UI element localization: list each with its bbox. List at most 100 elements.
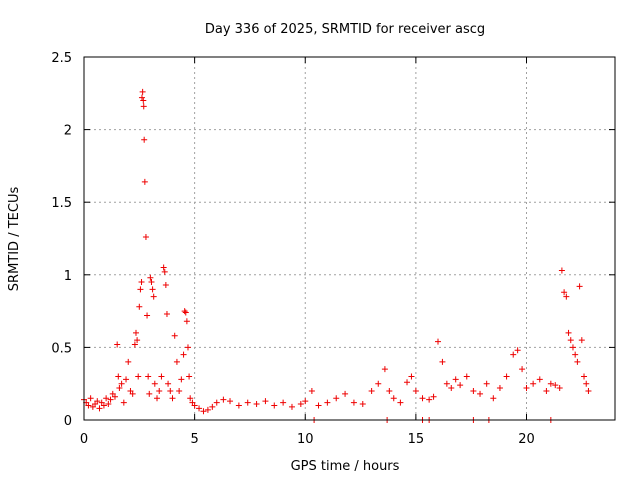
data-point <box>183 318 190 325</box>
data-point <box>463 373 470 380</box>
data-point <box>196 405 203 412</box>
data-point <box>209 403 216 410</box>
data-point <box>448 385 455 392</box>
y-tick-label: 2.5 <box>51 51 72 66</box>
data-point <box>452 376 459 383</box>
data-point <box>359 401 366 408</box>
data-point <box>556 385 563 392</box>
data-point <box>132 329 139 336</box>
data-point <box>510 351 517 358</box>
data-point <box>103 395 110 402</box>
x-axis-label: GPS time / hours <box>291 459 400 474</box>
data-point <box>148 279 155 286</box>
data-point <box>115 373 122 380</box>
data-point <box>308 387 315 394</box>
grid-lines <box>84 57 615 420</box>
data-point <box>435 338 441 345</box>
data-point <box>200 408 207 415</box>
data-point <box>536 376 543 383</box>
data-point <box>100 402 107 409</box>
data-point <box>523 385 530 392</box>
data-point <box>85 402 92 409</box>
data-point <box>162 281 169 288</box>
data-point <box>552 382 559 389</box>
data-point <box>118 380 125 387</box>
data-point <box>146 390 153 397</box>
data-point <box>390 395 397 402</box>
x-tick-label: 15 <box>408 432 425 447</box>
data-point <box>386 387 393 394</box>
data-point <box>173 358 180 365</box>
data-point <box>134 337 141 344</box>
data-point <box>430 393 437 400</box>
data-point <box>567 337 574 344</box>
data-point <box>375 380 382 387</box>
data-point <box>156 387 163 394</box>
data-point <box>165 380 172 387</box>
plot-frame <box>83 56 616 421</box>
data-point <box>151 380 158 387</box>
data-point <box>87 395 94 402</box>
x-tick-label: 20 <box>518 432 535 447</box>
data-point <box>280 399 287 406</box>
data-point <box>563 293 570 300</box>
data-point <box>141 136 148 143</box>
data-point <box>204 406 211 413</box>
data-point <box>176 387 183 394</box>
data-point <box>140 103 147 110</box>
data-point <box>135 373 142 380</box>
data-point <box>483 380 490 387</box>
data-point <box>169 395 176 402</box>
data-point <box>161 268 168 275</box>
data-point <box>558 267 565 274</box>
data-point <box>140 97 147 104</box>
data-point <box>149 286 156 293</box>
y-tick-label: 0 <box>64 414 72 429</box>
data-point <box>182 309 189 316</box>
data-point <box>150 293 157 300</box>
data-point <box>111 393 118 400</box>
data-point <box>342 390 349 397</box>
x-tick-label: 5 <box>190 432 198 447</box>
data-point <box>160 264 167 271</box>
data-point <box>144 312 151 319</box>
data-point <box>163 311 170 318</box>
data-point <box>519 366 526 373</box>
data-point <box>333 395 340 402</box>
data-point <box>107 396 114 403</box>
data-point <box>191 402 198 409</box>
data-point <box>131 341 138 348</box>
data-point <box>142 234 149 241</box>
y-tick-label: 0.5 <box>51 341 72 356</box>
y-tick-label: 1.5 <box>51 196 72 211</box>
data-point <box>297 401 304 408</box>
data-point <box>543 387 550 394</box>
data-point <box>412 387 419 394</box>
data-point <box>120 399 127 406</box>
data-point <box>181 308 188 315</box>
data-point <box>262 398 269 405</box>
data-series <box>81 88 592 423</box>
data-point <box>408 373 415 380</box>
axis-ticks: 0 5 10 15 20 0 0.5 1 1.5 2 2.5 <box>51 51 615 447</box>
data-point <box>496 385 503 392</box>
data-point <box>158 373 165 380</box>
x-tick-label: 10 <box>297 432 314 447</box>
data-point <box>178 376 185 383</box>
y-tick-label: 1 <box>64 269 72 284</box>
data-point <box>477 390 484 397</box>
data-point <box>426 396 433 403</box>
data-point <box>302 398 309 405</box>
data-point <box>583 380 590 387</box>
data-point <box>137 286 144 293</box>
data-point <box>381 366 388 373</box>
data-point <box>574 358 581 365</box>
data-point <box>576 283 583 290</box>
data-point <box>147 274 154 281</box>
data-point <box>585 387 592 394</box>
data-point <box>271 402 278 409</box>
data-point <box>213 399 220 406</box>
data-point <box>578 337 585 344</box>
data-point <box>350 399 357 406</box>
data-point <box>129 390 136 397</box>
